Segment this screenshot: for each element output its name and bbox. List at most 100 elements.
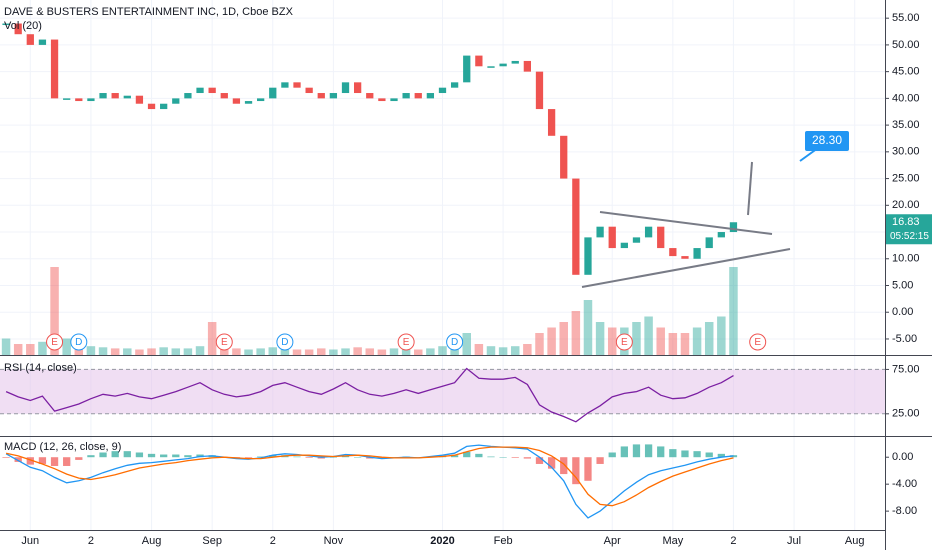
event-marker [397, 333, 415, 351]
candle [681, 256, 689, 259]
volume-bar [98, 347, 108, 355]
y-tick-label: 5.00 [892, 279, 913, 291]
candle [38, 39, 47, 45]
x-tick-label: Jul [787, 535, 801, 547]
candle [669, 248, 677, 257]
volume-bar [86, 346, 96, 355]
volume-bar [704, 322, 714, 355]
volume-bar [474, 344, 484, 355]
macd-histogram-bar [475, 453, 483, 458]
candle [620, 242, 628, 249]
macd-histogram-bar [608, 452, 616, 458]
candle [232, 98, 241, 104]
candle [463, 55, 471, 83]
macd-histogram-bar [560, 457, 568, 475]
candle [596, 226, 604, 238]
x-tick-label: 2 [730, 535, 736, 547]
volume-bar [353, 347, 362, 355]
candle [487, 66, 495, 68]
volume-bar [1, 338, 11, 355]
macd-histogram-bar [366, 457, 374, 459]
candle [705, 237, 713, 249]
candle [208, 87, 216, 94]
candle [160, 103, 168, 110]
candle [135, 95, 144, 104]
candle [572, 178, 580, 275]
candle [2, 23, 10, 26]
y-tick-label: 30.00 [892, 146, 920, 158]
volume-bar [607, 327, 617, 355]
volume-label: Vol (20) [4, 20, 42, 32]
volume-bar [13, 344, 23, 355]
volume-bar [535, 333, 544, 355]
countdown-label: 05:52:15 [890, 231, 929, 242]
macd-histogram-bar [657, 446, 665, 458]
volume-bar [498, 347, 508, 355]
y-tick-label: 40.00 [892, 92, 920, 104]
candle [366, 93, 374, 99]
macd-histogram-bar [354, 457, 362, 458]
candle [426, 93, 435, 99]
volume-bar [462, 333, 471, 355]
volume-bar [268, 347, 278, 355]
candle [341, 82, 350, 94]
macd-histogram-bar [499, 457, 507, 458]
macd-histogram-bar [681, 450, 689, 458]
y-tick-label: -8.00 [892, 505, 917, 517]
candle [438, 87, 447, 94]
volume-bar [123, 348, 132, 355]
chart-title: DAVE & BUSTERS ENTERTAINMENT INC, 1D, Cb… [4, 6, 294, 18]
candle [450, 82, 459, 88]
volume-bar [171, 348, 181, 355]
candle [14, 23, 22, 35]
volume-bar [486, 346, 496, 355]
y-tick-label: 25.00 [892, 408, 920, 420]
event-label: E [403, 337, 410, 348]
x-tick-label: Jun [21, 535, 39, 547]
macd-histogram-bar [111, 451, 119, 458]
x-tick-label: Aug [142, 535, 162, 547]
callout-box [805, 131, 849, 151]
candle [317, 93, 325, 99]
y-tick-label: 20.00 [892, 199, 920, 211]
candle [305, 87, 313, 94]
volume-bar [280, 348, 290, 355]
volume-bar [317, 348, 326, 355]
macd-histogram-bar [147, 453, 156, 458]
event-label: E [51, 337, 58, 348]
candle [172, 98, 180, 104]
macd-histogram-bar [2, 457, 10, 458]
candle [26, 34, 34, 45]
volume-bar [559, 322, 568, 355]
macd-histogram-bar [487, 456, 495, 458]
volume-bar [547, 327, 556, 355]
candle [402, 93, 410, 99]
labels: 55.0050.0045.0040.0035.0030.0025.0020.00… [21, 12, 932, 547]
volume-bar [341, 348, 350, 355]
y-tick-label: 75.00 [892, 363, 920, 375]
macd-histogram-bar [123, 451, 131, 458]
candle [354, 82, 362, 94]
trend-line [599, 211, 773, 235]
candle [644, 226, 653, 238]
candle [560, 135, 568, 179]
volume-bar [523, 344, 532, 355]
volume-bar [438, 346, 447, 355]
macd-histogram-bar [257, 456, 265, 458]
y-tick-label: 55.00 [892, 12, 920, 24]
macd-histogram-bar [450, 455, 459, 458]
volume-bar [401, 349, 411, 355]
macd-histogram-bar [463, 451, 471, 458]
macd-histogram-bar [644, 444, 653, 458]
x-tick-label: May [662, 535, 683, 547]
macd-histogram-bar [26, 457, 34, 465]
macd-histogram-bar [293, 456, 301, 458]
event-marker [46, 333, 64, 351]
candle [499, 63, 507, 67]
macd-histogram-bar [305, 457, 313, 458]
macd-histogram-bar [63, 457, 71, 466]
macd-histogram-bar [535, 457, 544, 464]
projection-line [747, 161, 753, 216]
volume-bar [256, 348, 265, 355]
candle [414, 93, 422, 99]
